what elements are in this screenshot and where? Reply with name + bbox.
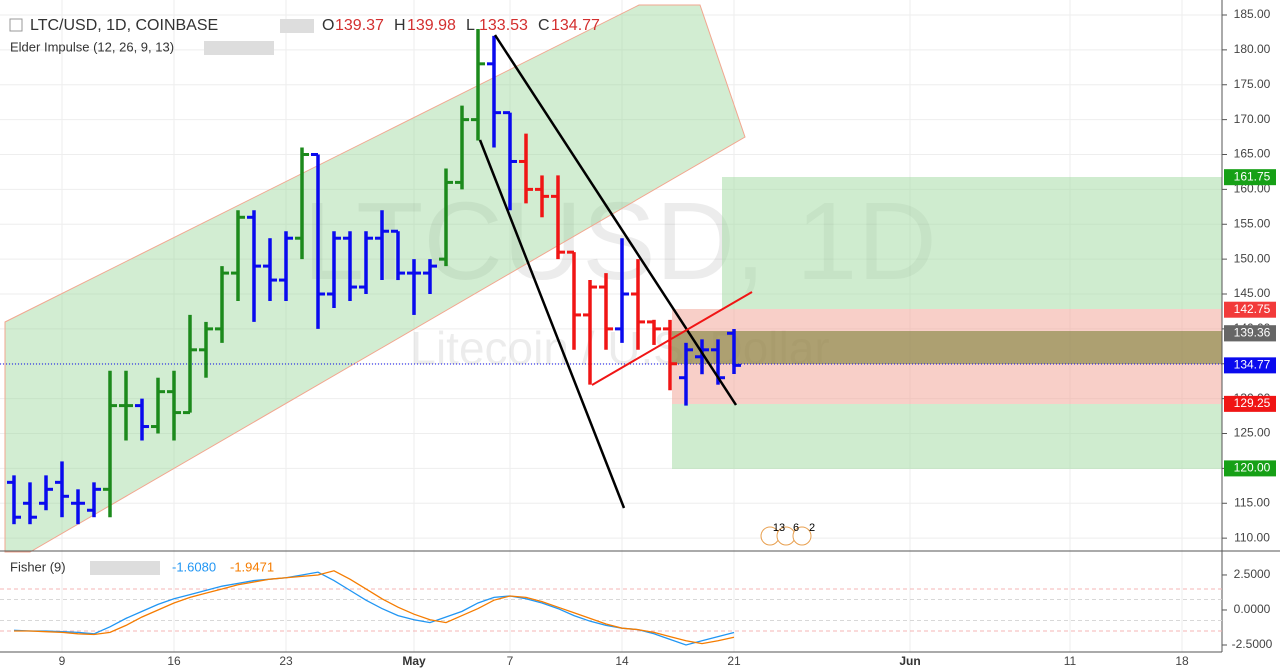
event-count: 13: [773, 522, 785, 534]
ohlc-legend: O 139.37 H 139.98 L 133.53 C 134.77: [322, 17, 600, 34]
trend-line[interactable]: [478, 139, 626, 509]
price-marker-label: 139.36: [1234, 326, 1271, 340]
y-tick-label: -2.5000: [1232, 637, 1273, 651]
y-tick-label: 165.00: [1234, 147, 1271, 161]
y-tick-label: 185.00: [1234, 7, 1271, 21]
price-marker-label: 129.25: [1234, 396, 1271, 410]
target-zone[interactable]: [722, 177, 1222, 309]
ohlc-label: L: [466, 17, 475, 34]
y-tick-label: 180.00: [1234, 42, 1271, 56]
price-marker-label: 142.75: [1234, 302, 1271, 316]
price-marker-label: 120.00: [1234, 461, 1271, 475]
axes: 110.00115.00120.00125.00130.00135.00140.…: [59, 7, 1276, 668]
fisher-pane: 2.5000 0.0000 -2.5000 -1.6080 -1.9471: [0, 559, 1273, 651]
x-tick-label: 14: [615, 654, 629, 668]
y-tick-label: 2.5000: [1234, 567, 1271, 581]
y-tick-label: 145.00: [1234, 286, 1271, 300]
price-marker: [1224, 357, 1276, 374]
price-marker: [1224, 169, 1276, 186]
header-buttons[interactable]: [280, 19, 314, 33]
ohlc-label: C: [538, 17, 550, 34]
x-tick-label: 18: [1175, 654, 1189, 668]
y-tick-label: 110.00: [1234, 530, 1270, 544]
indicator-title: Elder Impulse (12, 26, 9, 13): [10, 39, 174, 54]
x-tick-label: Jun: [899, 654, 920, 668]
legend-value: -1.9471: [230, 559, 274, 574]
price-marker: [1224, 325, 1276, 342]
event-count: 2: [809, 522, 815, 534]
price-marker: [1224, 460, 1276, 477]
y-tick-label: 125.00: [1234, 426, 1271, 440]
price-marker-label: 134.77: [1234, 358, 1271, 372]
ohlc-label: H: [394, 17, 406, 34]
events[interactable]: 13 6 2: [760, 522, 815, 546]
y-tick-label: 155.00: [1234, 216, 1271, 230]
ohlc-value: 133.53: [479, 17, 528, 34]
y-tick-label: 170.00: [1234, 112, 1271, 126]
indicator-buttons[interactable]: [204, 41, 274, 55]
channel[interactable]: [4, 4, 746, 553]
fisher-line: [13, 571, 735, 646]
x-tick-label: 11: [1064, 654, 1077, 668]
ohlc-value: 134.77: [551, 17, 600, 34]
x-tick-label: 9: [59, 654, 66, 668]
fisher-title: Fisher (9): [10, 559, 66, 574]
x-tick-label: 7: [507, 654, 514, 668]
symbol-title: LTC/USD, 1D, COINBASE: [30, 17, 218, 34]
fisher-buttons[interactable]: [90, 561, 160, 575]
position-zone[interactable]: [672, 331, 1222, 364]
price-marker-label: 161.75: [1234, 169, 1271, 183]
x-tick-label: May: [402, 654, 426, 668]
event-badge[interactable]: [792, 526, 812, 546]
y-tick-label: 175.00: [1234, 77, 1271, 91]
y-tick-label: 0.0000: [1234, 602, 1271, 616]
ohlc-label: O: [322, 17, 334, 34]
price-bars: [7, 28, 741, 525]
x-tick-label: 16: [167, 654, 181, 668]
y-tick-label: 150.00: [1234, 251, 1271, 265]
x-tick-label: 23: [279, 654, 293, 668]
collapse-button[interactable]: [9, 18, 23, 32]
trend-line[interactable]: [493, 34, 738, 406]
target-zone-lower[interactable]: [672, 404, 1222, 469]
fisher-line: [14, 570, 735, 645]
y-tick-label: 115.00: [1234, 495, 1270, 509]
x-tick-label: 21: [727, 654, 741, 668]
legend-value: -1.6080: [172, 559, 216, 574]
ohlc-value: 139.37: [335, 17, 384, 34]
event-count: 6: [793, 522, 799, 534]
price-marker: [1224, 395, 1276, 412]
ohlc-value: 139.98: [407, 17, 456, 34]
price-marker: [1224, 301, 1276, 318]
trend-line[interactable]: [591, 291, 753, 386]
